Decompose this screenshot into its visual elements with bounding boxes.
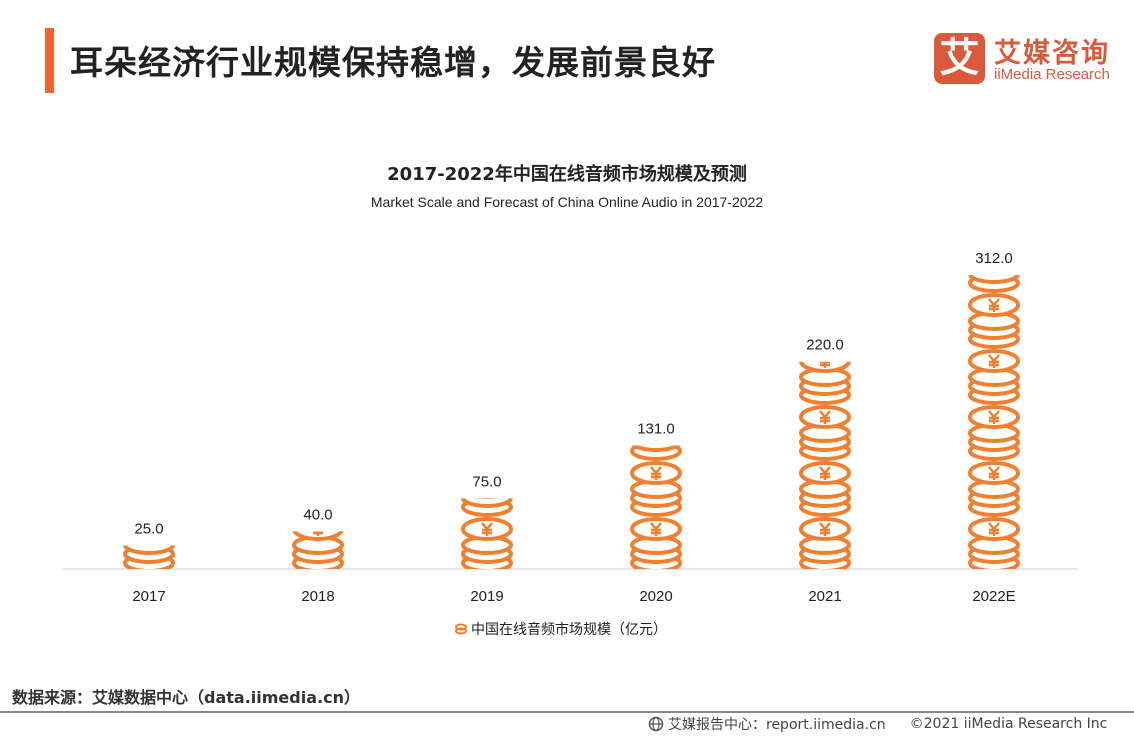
yen-icon	[988, 354, 1000, 368]
yen-icon	[144, 467, 154, 480]
copyright: ©2021 iiMedia Research Inc	[909, 716, 1108, 732]
bar-2022E	[968, 183, 1020, 569]
coin-rim	[125, 481, 173, 497]
yen-icon	[819, 410, 831, 424]
coin-rim	[463, 434, 511, 450]
coin-rim	[294, 490, 342, 506]
coin-face	[632, 351, 680, 371]
yen-icon	[650, 466, 662, 480]
data-label: 312.0	[975, 250, 1013, 267]
x-tick-label: 2021	[808, 588, 841, 605]
data-label: 25.0	[134, 520, 163, 537]
yen-icon	[988, 522, 1000, 536]
coin-rim	[970, 201, 1018, 217]
bar-2017	[123, 463, 175, 570]
coin-rim	[123, 545, 175, 555]
yen-icon	[820, 361, 830, 368]
x-tick-label: 2022E	[972, 588, 1015, 605]
logo-cn: 艾媒咨询	[994, 38, 1110, 69]
coin-rim	[461, 498, 513, 508]
coin-face	[801, 295, 849, 315]
yen-icon	[988, 466, 1000, 480]
data-source: 数据来源：艾媒数据中心（data.iimedia.cn）	[12, 688, 360, 707]
yen-icon	[819, 522, 831, 536]
yen-icon	[650, 522, 662, 536]
bar-2019	[461, 407, 513, 570]
page-title: 耳朵经济行业规模保持稳增，发展前景良好	[70, 43, 716, 82]
coin-face	[125, 463, 173, 483]
coin-rim	[632, 369, 680, 385]
coin-legend-icon	[455, 623, 467, 635]
yen-icon	[988, 298, 1000, 312]
data-label: 131.0	[637, 421, 675, 438]
coin-face	[463, 407, 511, 427]
coin-rim	[801, 322, 849, 338]
bar-2020	[630, 351, 682, 569]
coin-rim	[968, 275, 1020, 284]
coin-rim	[125, 490, 173, 506]
yen-icon	[819, 466, 831, 480]
globe-icon	[648, 716, 664, 732]
coin-rim	[125, 499, 173, 515]
coin-rim	[970, 219, 1018, 235]
chart-title: 2017-2022年中国在线音频市场规模及预测	[387, 164, 747, 185]
coin-rim	[632, 387, 680, 403]
logo-en: iiMedia Research	[994, 66, 1110, 83]
legend-label: 中国在线音频市场规模（亿元）	[471, 622, 667, 638]
bar-2021	[799, 295, 851, 570]
data-label: 40.0	[303, 506, 332, 523]
footer-divider	[0, 711, 1134, 713]
yen-icon	[989, 187, 999, 200]
legend: 中国在线音频市场规模（亿元）	[455, 619, 667, 639]
bar-2018	[292, 463, 344, 569]
coin-rim	[801, 313, 849, 329]
x-tick-label: 2020	[639, 588, 672, 605]
chart-subtitle: Market Scale and Forecast of China Onlin…	[370, 194, 764, 210]
x-tick-label: 2019	[470, 588, 503, 605]
yen-icon	[651, 355, 661, 368]
logo-mark: 艾	[934, 33, 985, 84]
x-tick-label: 2018	[301, 588, 334, 605]
coin-rim	[463, 443, 511, 459]
yen-icon	[482, 411, 492, 424]
coin-face	[970, 183, 1018, 203]
data-label: 220.0	[806, 337, 844, 354]
coin-rim	[463, 425, 511, 441]
x-tick-label: 2017	[132, 588, 165, 605]
data-label: 75.0	[472, 473, 501, 490]
yen-icon	[313, 531, 323, 536]
yen-icon	[481, 522, 493, 536]
coin-rim	[631, 445, 681, 452]
yen-icon	[313, 467, 323, 480]
yen-icon	[988, 410, 1000, 424]
coin-rim	[294, 481, 342, 497]
title-accent-bar	[45, 28, 54, 93]
footer: 艾媒报告中心：report.iimedia.cn ©2021 iiMedia R…	[648, 714, 1107, 734]
coin-rim	[970, 210, 1018, 226]
coin-face	[294, 463, 342, 483]
report-link[interactable]: 艾媒报告中心：report.iimedia.cn	[668, 717, 886, 733]
yen-icon	[820, 299, 830, 312]
coin-rim	[632, 378, 680, 394]
